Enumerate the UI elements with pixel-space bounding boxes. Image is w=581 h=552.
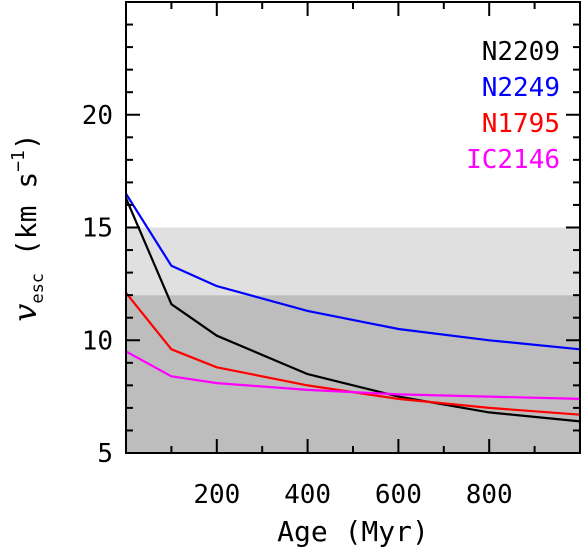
y-tick-label: 10 xyxy=(82,326,113,356)
legend: N2209 N2249 N1795 IC2146 xyxy=(466,37,560,175)
series-line-n1795 xyxy=(125,292,581,416)
legend-entry-n2209: N2209 xyxy=(482,37,560,67)
shaded-band-1 xyxy=(126,227,580,296)
y-tick-label: 5 xyxy=(97,439,113,469)
y-axis-subscript: esc xyxy=(28,273,48,304)
shaded-band-0 xyxy=(126,295,580,453)
y-axis-symbol: v xyxy=(6,304,44,322)
x-axis-label: Age (Myr) xyxy=(277,515,429,548)
y-tick-label: 15 xyxy=(82,214,113,244)
legend-entry-ic2146: IC2146 xyxy=(466,145,560,175)
legend-entry-n1795: N1795 xyxy=(482,109,560,139)
axis-ticks: 200 400 600 800 5 10 15 20 xyxy=(82,2,580,510)
x-tick-label: 200 xyxy=(193,480,240,510)
y-tick-label: 20 xyxy=(82,101,113,131)
series-line-ic2146 xyxy=(125,350,581,400)
y-axis-superscript: −1 xyxy=(8,150,29,172)
y-axis-unit: (km s xyxy=(10,172,43,256)
shaded-bands xyxy=(126,227,580,453)
x-tick-label: 600 xyxy=(375,480,422,510)
x-tick-label: 400 xyxy=(284,480,331,510)
x-tick-label: 800 xyxy=(466,480,513,510)
y-axis-label: vesc (km s−1) xyxy=(6,133,48,322)
series-line-n2209 xyxy=(124,197,581,423)
series-line-n2249 xyxy=(125,193,581,351)
series-lines xyxy=(124,193,581,423)
y-axis-close: ) xyxy=(10,133,43,150)
legend-entry-n2249: N2249 xyxy=(482,73,560,103)
